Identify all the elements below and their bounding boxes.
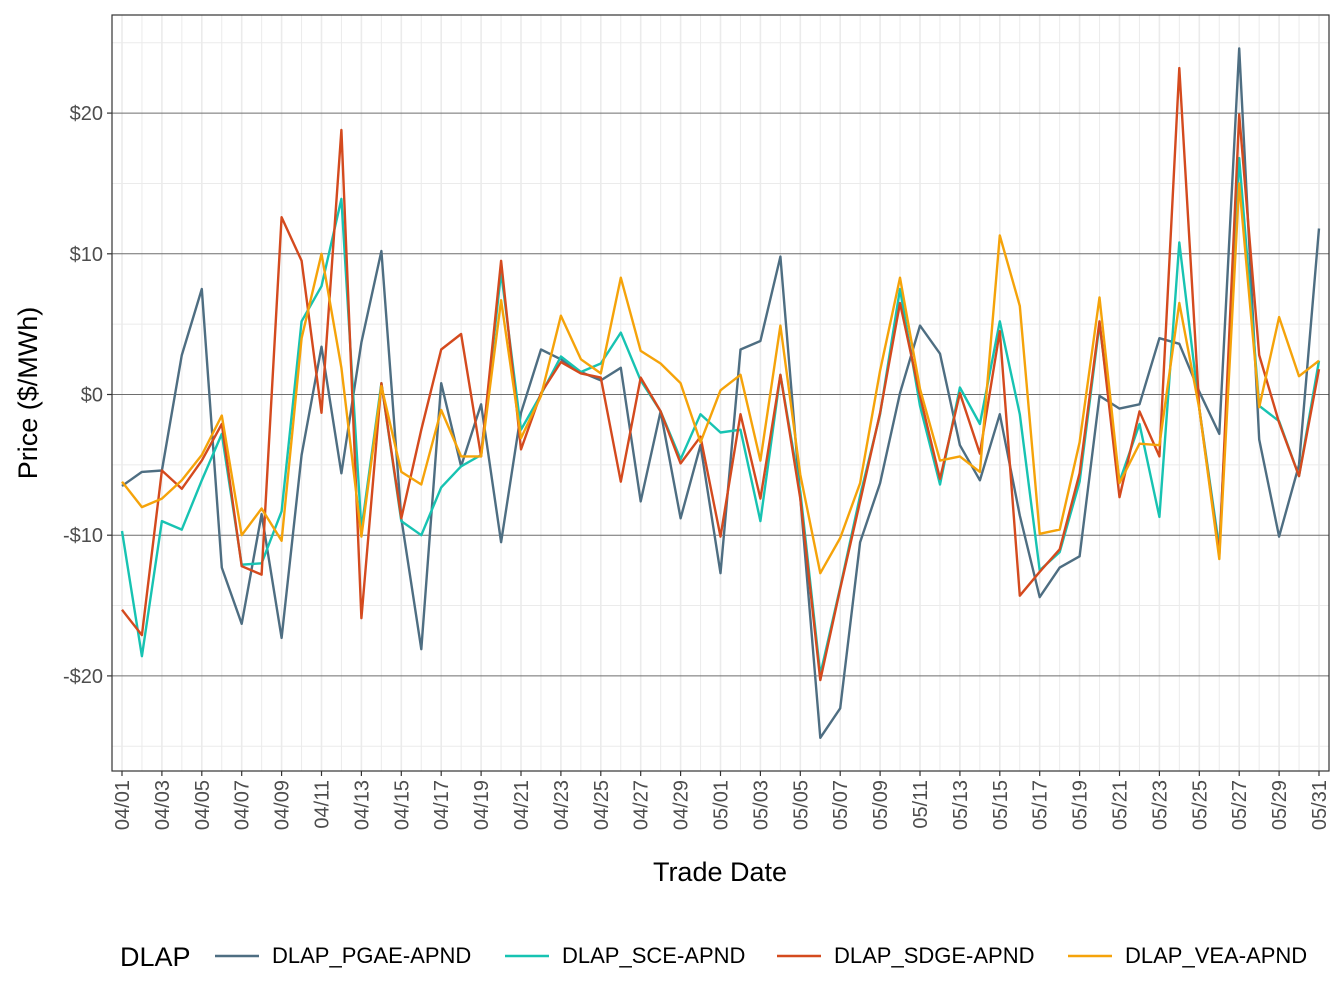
x-tick-label: 04/13 bbox=[351, 780, 373, 830]
x-tick-label: 05/11 bbox=[910, 780, 932, 829]
x-tick-label: 05/03 bbox=[750, 780, 772, 830]
x-tick-label: 05/17 bbox=[1030, 780, 1052, 830]
x-tick-label: 05/21 bbox=[1110, 780, 1132, 830]
y-tick-label: $10 bbox=[70, 244, 103, 266]
x-tick-label: 05/31 bbox=[1309, 780, 1331, 830]
x-tick-label: 04/21 bbox=[511, 780, 533, 830]
x-tick-label: 04/01 bbox=[112, 780, 134, 830]
y-axis: -$20 -$10 $0 $10 $20 bbox=[63, 103, 112, 688]
x-tick-label: 05/07 bbox=[830, 780, 852, 830]
x-axis: 04/01 04/03 04/05 04/07 04/09 04/11 04/13 04/15… bbox=[112, 771, 1331, 830]
x-tick-label: 04/05 bbox=[192, 780, 214, 830]
legend-label: DLAP_VEA-APND bbox=[1125, 943, 1307, 968]
x-tick-label: 05/27 bbox=[1229, 780, 1251, 830]
x-tick-label: 05/01 bbox=[711, 780, 733, 830]
legend-label: DLAP_SCE-APND bbox=[562, 943, 745, 968]
legend-title: DLAP bbox=[120, 942, 191, 972]
x-tick-label: 05/15 bbox=[990, 780, 1012, 830]
x-tick-label: 04/15 bbox=[391, 780, 413, 830]
y-tick-label: -$20 bbox=[63, 666, 103, 688]
x-axis-title: Trade Date bbox=[653, 857, 787, 887]
legend-label: DLAP_SDGE-APND bbox=[834, 943, 1035, 968]
y-axis-title: Price ($/MWh) bbox=[13, 307, 43, 480]
major-gridlines bbox=[112, 15, 1329, 771]
minor-gridlines bbox=[112, 15, 1329, 771]
x-tick-label: 05/23 bbox=[1149, 780, 1171, 830]
x-tick-label: 04/09 bbox=[272, 780, 294, 830]
series-lines bbox=[120, 47, 1321, 739]
x-tick-label: 05/05 bbox=[790, 780, 812, 830]
x-tick-label: 04/27 bbox=[631, 780, 653, 830]
x-tick-label: 04/25 bbox=[591, 780, 613, 830]
x-tick-label: 04/07 bbox=[232, 780, 254, 830]
x-tick-label: 04/17 bbox=[431, 780, 453, 830]
x-tick-label: 04/29 bbox=[671, 780, 693, 830]
legend-label: DLAP_PGAE-APND bbox=[272, 943, 471, 968]
x-tick-label: 04/11 bbox=[312, 780, 334, 829]
x-tick-label: 05/25 bbox=[1189, 780, 1211, 830]
y-tick-label: $0 bbox=[81, 385, 103, 407]
x-tick-label: 04/19 bbox=[471, 780, 493, 830]
series-line-DLAP_VEA-APND bbox=[121, 182, 1320, 575]
x-tick-label: 04/03 bbox=[152, 780, 174, 830]
x-tick-label: 05/29 bbox=[1269, 780, 1291, 830]
x-tick-label: 04/23 bbox=[551, 780, 573, 830]
legend: DLAP DLAP_PGAE-APND DLAP_SCE-APND DLAP_SDG… bbox=[120, 942, 1307, 972]
y-tick-label: -$10 bbox=[63, 525, 103, 547]
x-tick-label: 05/13 bbox=[950, 780, 972, 830]
x-tick-label: 05/19 bbox=[1070, 780, 1092, 830]
series-line-DLAP_SDGE-APND bbox=[121, 66, 1321, 682]
y-tick-label: $20 bbox=[70, 103, 103, 125]
x-tick-label: 05/09 bbox=[870, 780, 892, 830]
series-line-DLAP_PGAE-APND bbox=[121, 47, 1321, 739]
